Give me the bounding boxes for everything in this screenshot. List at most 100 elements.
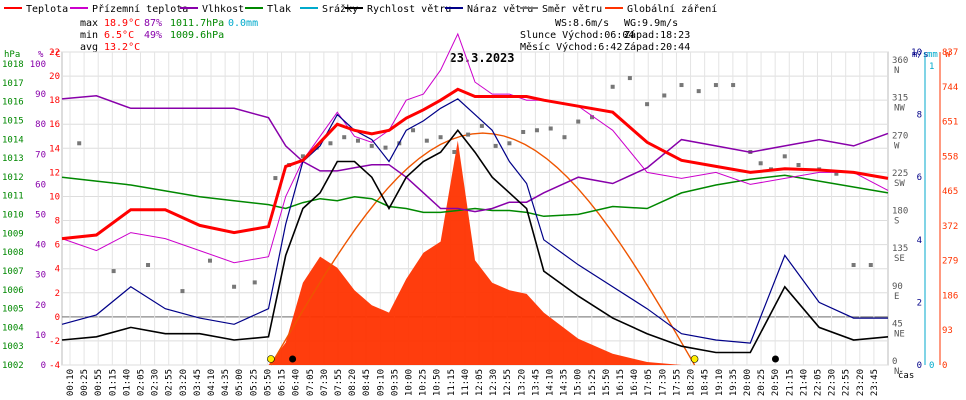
tick-w: 837 (942, 48, 958, 58)
tick-time: 18:45 (701, 369, 711, 396)
tick-time: 08:45 (362, 369, 372, 396)
tick-hpa: 1006 (2, 286, 24, 296)
legend-label: Náraz větru (467, 3, 533, 15)
tick-ms: 8 (917, 111, 922, 121)
stat-value: 18.9°C (104, 18, 140, 29)
axis-hpa-label: hPa (4, 50, 20, 60)
chart-title: 23.3.2023 (449, 51, 514, 65)
stat-value: WS:8.6m/s (555, 18, 609, 29)
tick-w: 186 (942, 291, 958, 301)
tick-time: 17:05 (644, 369, 654, 396)
tick-hpa: 1005 (2, 305, 24, 315)
tick-c: 0 (55, 313, 60, 323)
tick-time: 20:50 (771, 369, 781, 396)
tick-deg: 0 (892, 357, 897, 367)
tick-time: 17:55 (672, 369, 682, 396)
tick-pct: 70 (35, 150, 46, 160)
wind-direction-point (342, 135, 347, 140)
wind-direction-point (507, 141, 512, 146)
tick-deg: 180 (892, 207, 908, 217)
legend-label: Globální záření (627, 3, 717, 15)
tick-dir: S (894, 217, 899, 227)
tick-time: 00:55 (94, 369, 104, 396)
legend-label: Vlhkost (202, 4, 244, 15)
stat-value: WG:9.9m/s (624, 18, 678, 29)
tick-pct: 0 (41, 361, 46, 371)
tick-hpa: 1009 (2, 229, 24, 239)
tick-time: 19:35 (729, 369, 739, 396)
tick-time: 14:35 (560, 369, 570, 396)
tick-mm: 0 (929, 361, 934, 371)
tick-time: 04:35 (221, 369, 231, 396)
axis-time-label: čas (898, 370, 914, 381)
tick-time: 23:20 (856, 369, 866, 396)
tick-hpa: 1018 (2, 60, 24, 70)
wind-direction-point (479, 123, 484, 128)
tick-hpa: 1017 (2, 79, 24, 89)
tick-time: 02:05 (137, 369, 147, 396)
tick-hpa: 1011 (2, 192, 24, 202)
wind-direction-point (146, 263, 151, 268)
wind-direction-point (590, 115, 595, 120)
wind-direction-point (232, 284, 237, 289)
tick-w: 558 (942, 152, 958, 162)
wind-direction-point (782, 154, 787, 159)
tick-time: 00:25 (80, 369, 90, 396)
tick-time: 07:05 (306, 369, 316, 396)
tick-pct: 80 (35, 120, 46, 130)
tick-time: 13:20 (517, 369, 527, 396)
tick-c: 8 (55, 217, 60, 227)
tick-deg: 45 (892, 319, 903, 329)
wind-direction-point (300, 154, 305, 159)
tick-time: 07:30 (320, 369, 330, 396)
stat-value: Slunce Východ:06:04 (520, 29, 634, 41)
series-teplota (61, 87, 889, 241)
stat-value: avg (80, 42, 98, 53)
stat-value: 0.0mm (228, 18, 258, 29)
tick-dir: W (894, 141, 900, 151)
tick-time: 22:55 (842, 369, 852, 396)
tick-w: 93 (942, 326, 953, 336)
wind-direction-point (424, 138, 429, 143)
tick-time: 09:35 (390, 369, 400, 396)
tick-pct: 10 (35, 331, 46, 341)
tick-hpa: 1016 (2, 98, 24, 108)
wind-direction-point (466, 132, 471, 137)
series-tlak (61, 174, 889, 218)
tick-w: 372 (942, 222, 958, 232)
tick-ms: 0 (917, 361, 922, 371)
series-vlhkost (61, 95, 889, 213)
wind-direction-point (731, 83, 736, 88)
tick-time: 10:50 (433, 369, 443, 396)
legend-label: Tlak (267, 4, 291, 15)
tick-time: 05:25 (249, 369, 259, 396)
stat-value: 1011.7hPa (170, 18, 224, 29)
tick-time: 12:30 (489, 369, 499, 396)
tick-time: 17:30 (658, 369, 668, 396)
legend-label: Přízemní teplota (92, 3, 188, 15)
legend-label: Rychlost větru (367, 3, 451, 15)
wind-direction-point (77, 141, 82, 146)
tick-time: 12:05 (475, 369, 485, 396)
tick-mm: 1 (929, 62, 934, 72)
tick-time: 15:50 (602, 369, 612, 396)
tick-time: 22:30 (828, 369, 838, 396)
tick-deg: 270 (892, 131, 908, 141)
tick-time: 01:40 (122, 369, 132, 396)
tick-time: 07:55 (334, 369, 344, 396)
wind-direction-point (383, 145, 388, 150)
tick-time: 08:20 (348, 369, 358, 396)
tick-deg: 315 (892, 94, 908, 104)
tick-c: 2 (55, 289, 60, 299)
tick-dir: N (894, 367, 899, 377)
legend-label: Teplota (26, 4, 68, 15)
tick-pct: 100 (30, 60, 46, 70)
tick-c: -4 (49, 361, 60, 371)
plot-area (61, 32, 889, 366)
tick-time: 13:45 (531, 369, 541, 396)
tick-c: 14 (49, 144, 60, 154)
tick-w: 0 (942, 361, 947, 371)
tick-w: 465 (942, 187, 958, 197)
wind-direction-point (252, 280, 257, 285)
tick-pct: 20 (35, 301, 46, 311)
